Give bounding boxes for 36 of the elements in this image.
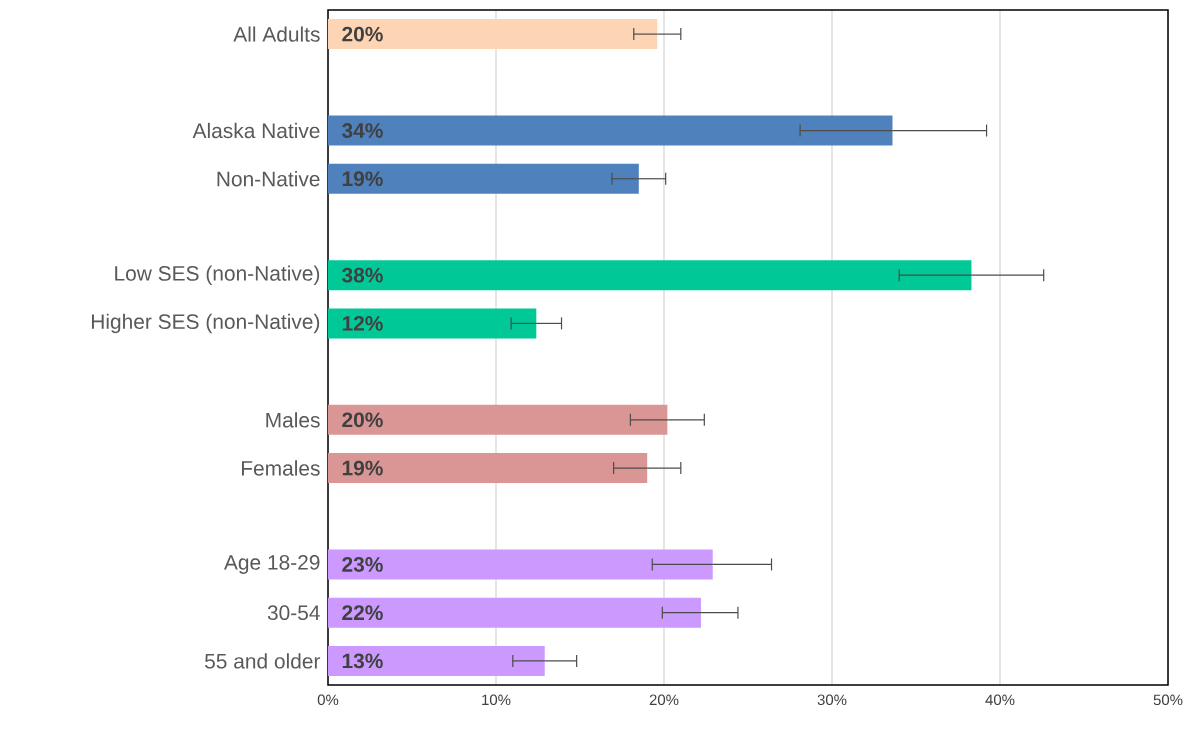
bar [328, 163, 639, 194]
bar [328, 597, 701, 628]
data-label: 20% [342, 26, 383, 42]
x-tick-label: 20% [649, 694, 679, 706]
y-tick-label: 30-54 [267, 605, 320, 621]
y-tick-label: Males [266, 412, 320, 428]
data-label: 19% [342, 171, 383, 187]
x-tick-label: 10% [482, 694, 511, 706]
y-tick-label: Females [241, 460, 320, 476]
data-label: 23% [342, 557, 383, 572]
y-tick-label: Non-Native [217, 171, 320, 187]
bar [328, 308, 537, 339]
data-label: 34% [342, 123, 383, 138]
x-tick-label: 0% [317, 694, 339, 706]
bar [328, 404, 668, 435]
bar [328, 260, 972, 291]
data-label: 19% [342, 460, 383, 476]
x-tick-label: 40% [985, 694, 1015, 706]
data-label: 22% [342, 605, 383, 621]
data-label: 12% [342, 316, 383, 331]
y-tick-label: Low SES (non-Native) [115, 265, 320, 285]
y-tick-label: All Adults [233, 26, 320, 42]
y-tick-label: Alaska Native [192, 122, 320, 139]
data-label: 20% [342, 412, 383, 428]
bar [328, 19, 658, 50]
data-label: 13% [342, 653, 383, 669]
data-label: 38% [342, 267, 383, 283]
y-tick-label: Age 18-29 [223, 554, 320, 574]
bar [328, 549, 713, 580]
y-tick-label: Higher SES (non-Native) [91, 313, 320, 334]
y-tick-label: 55 and older [205, 653, 321, 669]
bar [328, 645, 545, 676]
bar [328, 115, 893, 146]
bar [328, 453, 648, 484]
x-tick-label: 50% [1153, 694, 1183, 706]
x-tick-label: 30% [817, 694, 847, 706]
